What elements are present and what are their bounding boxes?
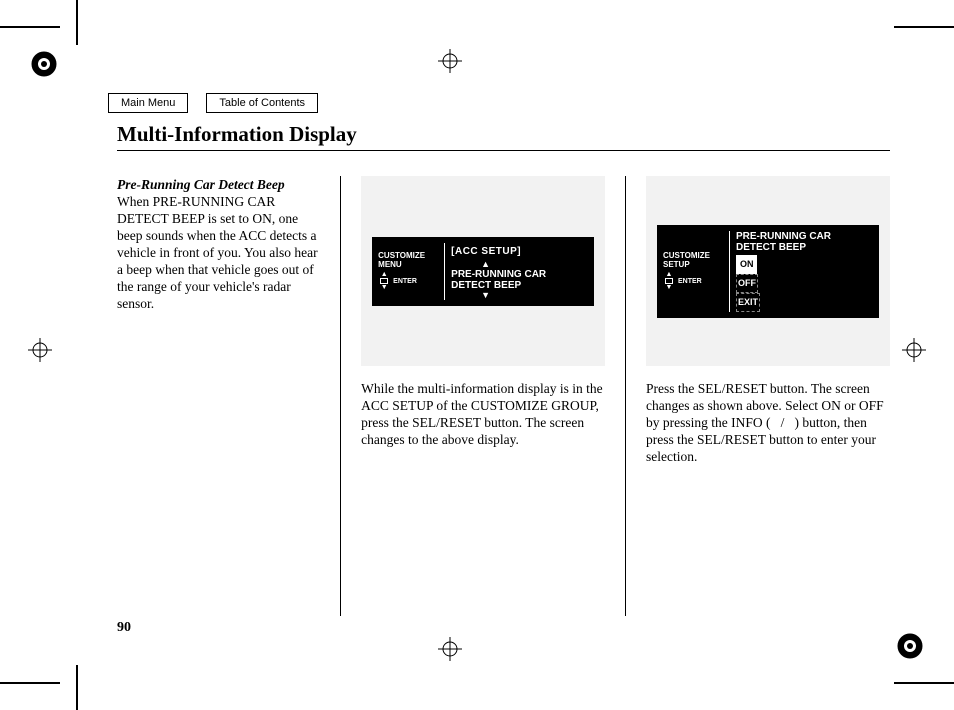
body-text: While the multi-information display is i… <box>361 380 605 448</box>
lcd-dpad-group: ▲ ▼ ENTER <box>378 271 438 291</box>
lcd-left-label: MENU <box>378 260 438 269</box>
lcd-separator <box>444 243 445 300</box>
column-separator <box>625 176 626 616</box>
column-1: Pre-Running Car Detect Beep When PRE-RUN… <box>117 176 320 616</box>
lcd-panel: CUSTOMIZE MENU ▲ ▼ ENTER <box>372 237 594 306</box>
column-2: CUSTOMIZE MENU ▲ ▼ ENTER <box>361 176 605 616</box>
lcd-left-label: SETUP <box>663 260 723 269</box>
color-target-icon <box>30 50 58 78</box>
body-text: Press the SEL/RESET button. The screen c… <box>646 380 890 465</box>
enter-label: ENTER <box>393 273 417 290</box>
dpad-icon: ▲ ▼ <box>378 271 390 291</box>
lcd-figure: CUSTOMIZE MENU ▲ ▼ ENTER <box>361 176 605 366</box>
lcd-line: DETECT BEEP <box>736 242 873 253</box>
up-arrow-icon: ▲ <box>481 260 588 269</box>
lcd-left-label: CUSTOMIZE <box>663 251 723 260</box>
page-number: 90 <box>117 620 131 636</box>
crop-mark <box>0 26 60 28</box>
title-rule <box>117 150 890 151</box>
nav-buttons: Main Menu Table of Contents <box>108 93 318 113</box>
lcd-line: PRE-RUNNING CAR <box>451 269 588 280</box>
registration-mark-icon <box>28 338 52 362</box>
crop-mark <box>894 26 954 28</box>
lcd-bracket-heading: [ACC SETUP] <box>451 243 588 260</box>
registration-mark-icon <box>438 637 462 661</box>
lcd-left: CUSTOMIZE MENU ▲ ▼ ENTER <box>378 243 438 300</box>
lcd-option-row: OFF <box>736 274 873 293</box>
lcd-right: [ACC SETUP] ▲ PRE-RUNNING CAR DETECT BEE… <box>451 243 588 300</box>
lcd-option-on: ON <box>736 255 758 274</box>
crop-mark <box>76 665 78 710</box>
crop-mark <box>76 0 78 45</box>
section-subhead: Pre-Running Car Detect Beep <box>117 177 285 192</box>
lcd-left: CUSTOMIZE SETUP ▲ ▼ ENTER <box>663 231 723 312</box>
lcd-option-exit: EXIT <box>736 293 760 312</box>
column-separator <box>340 176 341 616</box>
crop-mark <box>894 682 954 684</box>
registration-mark-icon <box>902 338 926 362</box>
lcd-option-off: OFF <box>736 274 758 293</box>
lcd-option-row: EXIT <box>736 293 873 312</box>
crop-mark <box>0 682 60 684</box>
main-menu-button[interactable]: Main Menu <box>108 93 188 113</box>
lcd-separator <box>729 231 730 312</box>
down-arrow-icon: ▼ <box>481 291 588 300</box>
lcd-left-label: CUSTOMIZE <box>378 251 438 260</box>
color-target-icon <box>896 632 924 660</box>
body-text: When PRE-RUNNING CAR DETECT BEEP is set … <box>117 194 318 311</box>
columns: Pre-Running Car Detect Beep When PRE-RUN… <box>117 176 890 616</box>
lcd-right: PRE-RUNNING CAR DETECT BEEP ON OFF EXIT <box>736 231 873 312</box>
lcd-line: DETECT BEEP <box>451 280 588 291</box>
lcd-panel: CUSTOMIZE SETUP ▲ ▼ ENTER <box>657 225 879 318</box>
enter-label: ENTER <box>678 273 702 290</box>
lcd-dpad-group: ▲ ▼ ENTER <box>663 271 723 291</box>
title-wrap: Multi-Information Display <box>117 122 889 150</box>
lcd-line: PRE-RUNNING CAR <box>736 231 873 242</box>
lcd-figure: CUSTOMIZE SETUP ▲ ▼ ENTER <box>646 176 890 366</box>
lcd-option-row: ON <box>736 255 873 274</box>
dpad-icon: ▲ ▼ <box>663 271 675 291</box>
column-3: CUSTOMIZE SETUP ▲ ▼ ENTER <box>646 176 890 616</box>
page: Main Menu Table of Contents Multi-Inform… <box>0 0 954 710</box>
registration-mark-icon <box>438 49 462 73</box>
page-title: Multi-Information Display <box>117 122 889 150</box>
table-of-contents-button[interactable]: Table of Contents <box>206 93 318 113</box>
